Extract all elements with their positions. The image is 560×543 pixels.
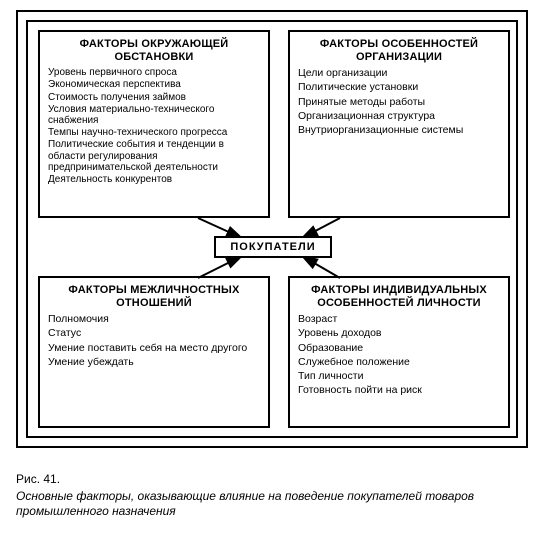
arrow xyxy=(198,256,242,278)
arrows-layer xyxy=(0,0,560,460)
figure-number: Рис. 41. xyxy=(16,472,536,487)
figure-text: Основные факторы, оказывающие влияние на… xyxy=(16,489,536,519)
center-label-buyers: ПОКУПАТЕЛИ xyxy=(214,236,332,258)
arrow xyxy=(198,218,242,238)
arrow xyxy=(302,256,340,278)
arrow xyxy=(302,218,340,238)
figure-caption: Рис. 41. Основные факторы, оказывающие в… xyxy=(16,472,536,519)
